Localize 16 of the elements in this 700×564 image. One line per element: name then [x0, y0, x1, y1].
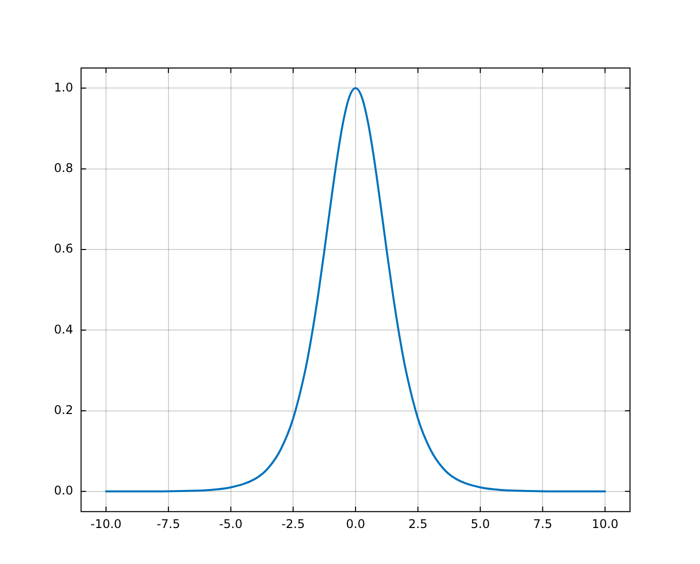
x-tick-label: 5.0 [470, 516, 490, 531]
x-tick-label: -10.0 [90, 516, 122, 531]
y-tick-label: 0.2 [54, 402, 74, 417]
y-tick-label: 0.4 [54, 322, 74, 336]
line-series [105, 87, 606, 492]
y-tick-label: 0.0 [54, 484, 74, 498]
x-tick-label: 2.5 [408, 516, 428, 531]
x-tick-label: -5.0 [219, 516, 242, 531]
x-tick-label: 0.0 [346, 516, 366, 531]
x-tick-label: -7.5 [156, 516, 180, 531]
x-tick-label: 10.0 [592, 516, 618, 531]
y-tick-label: 0.6 [54, 242, 74, 256]
y-tick-label: 0.8 [54, 160, 74, 175]
x-tick-label: -2.5 [281, 516, 305, 531]
y-tick-label: 1.0 [54, 80, 74, 94]
x-tick-label: 7.5 [533, 516, 552, 531]
